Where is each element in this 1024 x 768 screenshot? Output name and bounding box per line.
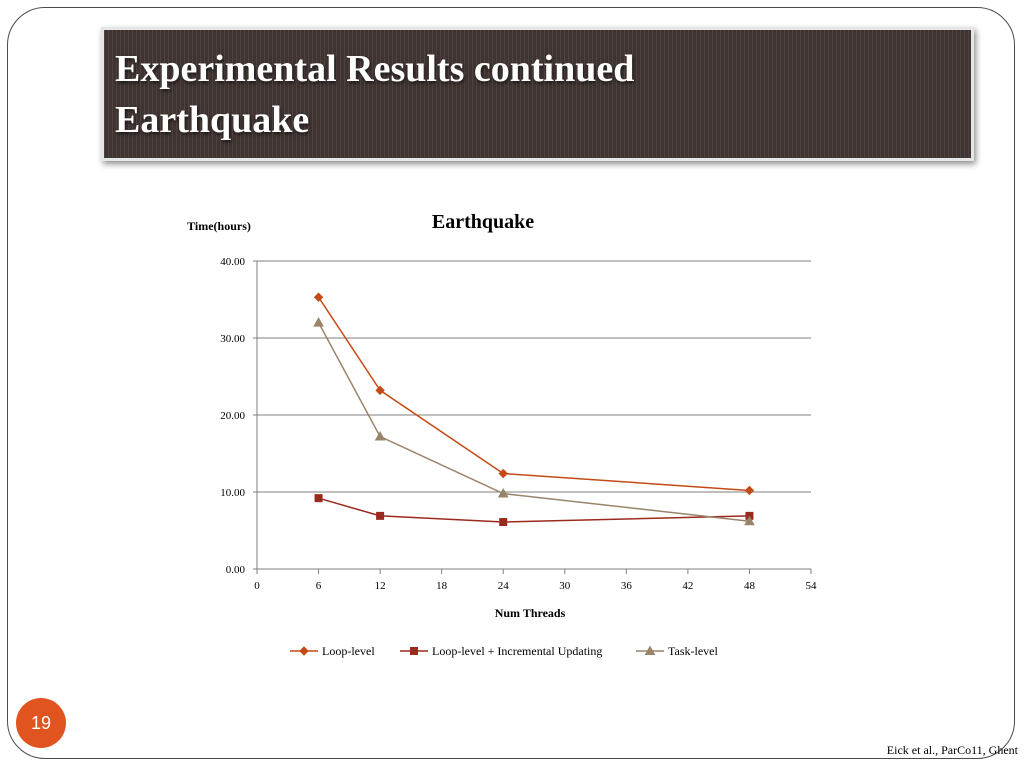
title-bar: Experimental Results continued Earthquak…	[101, 27, 974, 161]
data-point-series-1	[744, 485, 755, 496]
x-tick-label: 0	[254, 580, 260, 592]
data-point-series-3	[497, 488, 509, 498]
x-tick-label: 48	[744, 580, 756, 592]
data-point-series-1	[375, 385, 385, 396]
x-tick-label: 18	[436, 580, 448, 592]
x-tick-label: 36	[621, 580, 633, 592]
x-tick-label: 6	[316, 580, 322, 592]
y-tick-label: 10.00	[220, 487, 245, 499]
y-tick-label: 20.00	[220, 410, 245, 422]
series-line-1	[317, 296, 750, 492]
slide-title-line-2: Earthquake	[115, 99, 310, 141]
x-tick-label: 54	[806, 580, 818, 592]
x-axis-label: Num Threads	[495, 606, 566, 620]
x-tick-label: 30	[559, 580, 571, 592]
legend-label-1: Loop-level	[322, 644, 375, 658]
y-tick-label: 30.00	[220, 333, 245, 345]
y-axis-label: Time(hours)	[187, 219, 251, 233]
slide-title: Experimental Results continued Earthquak…	[115, 44, 961, 146]
x-tick-label: 42	[682, 580, 693, 592]
slide-title-line-1: Experimental Results continued	[115, 48, 635, 90]
legend-label-2: Loop-level + Incremental Updating	[432, 644, 602, 658]
data-point-series-3	[374, 431, 386, 441]
legend-marker-2	[410, 647, 418, 655]
chart-title: Earthquake	[432, 211, 534, 233]
series-line-2	[318, 497, 750, 523]
legend-label-3: Task-level	[668, 644, 718, 658]
legend-marker-3	[644, 645, 656, 655]
citation: Eick et al., ParCo11, Ghent	[886, 743, 1018, 757]
slide-frame	[7, 7, 1015, 759]
data-point-series-2	[376, 511, 385, 520]
x-tick-label: 12	[375, 580, 386, 592]
y-tick-label: 0.00	[226, 564, 246, 576]
data-point-series-3	[744, 515, 755, 526]
y-tick-label: 40.00	[220, 256, 245, 268]
data-point-series-1	[498, 468, 508, 479]
x-tick-label: 24	[498, 580, 510, 592]
data-point-series-3	[313, 317, 324, 327]
data-point-series-2	[314, 494, 323, 503]
page-number-badge: 19	[16, 698, 66, 748]
legend-marker-1	[299, 646, 309, 656]
data-point-series-2	[499, 518, 508, 527]
data-point-series-1	[313, 292, 324, 302]
series-line-3	[317, 322, 750, 523]
